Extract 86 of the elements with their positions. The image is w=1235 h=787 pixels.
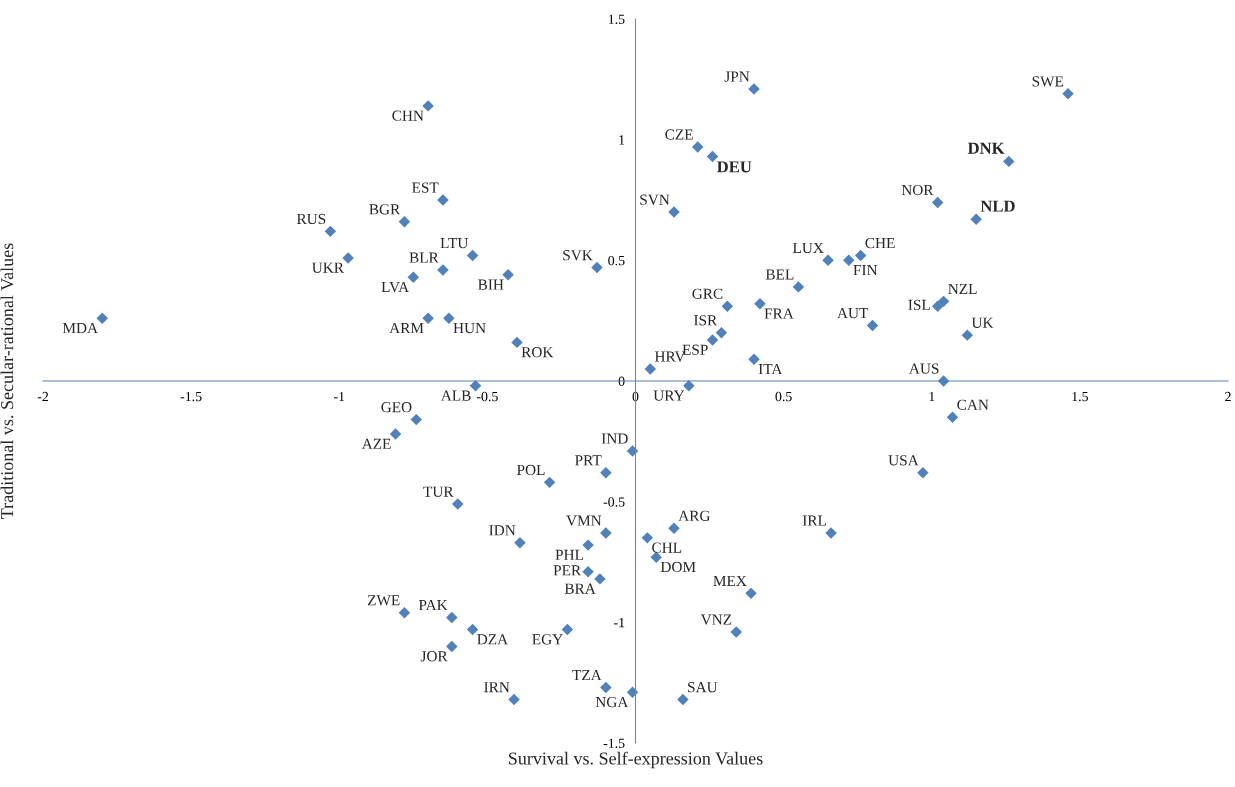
y-tick-label: -1 [614, 617, 625, 628]
data-label: IDN [489, 525, 516, 536]
data-label: JOR [420, 651, 448, 662]
data-label: EST [412, 182, 439, 193]
data-label: ZWE [367, 595, 400, 606]
data-label: NZL [948, 283, 977, 294]
data-label: NOR [901, 184, 934, 196]
x-axis-title: Survival vs. Self-expression Values [508, 751, 763, 769]
y-tick-label: 0 [618, 376, 625, 386]
data-label: DEU [716, 161, 752, 173]
x-tick-label: 2 [1225, 391, 1231, 402]
data-label: ITA [758, 363, 783, 375]
data-label: AUT [837, 307, 869, 319]
data-label: HUN [453, 323, 486, 334]
x-tick-label: -2 [37, 391, 49, 402]
data-label: PRT [575, 455, 602, 466]
data-label: MEX [713, 575, 747, 586]
data-label: BIH [478, 279, 504, 290]
data-label: CHL [652, 542, 682, 553]
x-tick-label: 1 [929, 391, 935, 402]
data-label: VNZ [700, 614, 732, 625]
data-label: SWE [1032, 76, 1064, 87]
x-tick-label: -0.5 [476, 391, 498, 402]
data-label: LUX [792, 242, 824, 254]
data-label: MDA [62, 322, 98, 334]
data-label: PER [553, 565, 582, 576]
data-label: USA [888, 455, 919, 466]
y-tick-label: 0.5 [608, 255, 625, 266]
data-label: CAN [957, 399, 989, 410]
data-label: TUR [423, 486, 454, 497]
x-tick-label: 0 [632, 391, 639, 402]
y-tick-label: 1.5 [608, 14, 625, 25]
data-label: ROK [521, 347, 554, 358]
data-label: IRL [802, 515, 826, 526]
data-label: CHN [392, 110, 424, 121]
data-label: AZE [361, 438, 391, 449]
x-tick-label: -1 [333, 391, 345, 402]
data-label: POL [517, 464, 545, 476]
data-label: FRA [764, 308, 794, 319]
data-label: BRA [564, 583, 596, 594]
point [706, 150, 719, 163]
data-label: BLR [409, 252, 439, 263]
data-label: EGY [532, 634, 563, 645]
data-label: CZE [665, 129, 693, 140]
data-label: ISR [694, 315, 718, 326]
data-label: ARG [678, 510, 710, 521]
x-tick-label: 1.5 [1072, 391, 1089, 402]
data-label: IRN [484, 682, 510, 693]
data-label: DOM [660, 561, 696, 573]
data-label: DZA [477, 634, 509, 645]
y-axis-title: Traditional vs. Secular-rational Values [0, 243, 14, 519]
data-label: ISL [908, 299, 930, 311]
data-label: UKR [312, 262, 344, 273]
y-tick-label: -1.5 [603, 738, 625, 749]
data-label: AUS [909, 363, 939, 374]
point [1003, 155, 1015, 168]
data-label: RUS [296, 213, 326, 225]
data-label: NLD [980, 200, 1015, 212]
data-label: DNK [967, 142, 1005, 154]
x-tick-label: -1.5 [180, 391, 202, 402]
data-label: TZA [572, 669, 602, 681]
data-label: FIN [853, 265, 878, 276]
data-label: NGA [595, 696, 629, 708]
data-label: ALB [440, 390, 471, 401]
data-label: JPN [724, 71, 750, 82]
data-label: CHE [865, 237, 895, 249]
data-label: SAU [688, 682, 718, 693]
data-label: LTU [440, 238, 469, 249]
y-tick-label: 1 [619, 135, 625, 145]
data-label: GRC [692, 288, 723, 299]
data-label: ARM [389, 322, 424, 334]
data-label: BGR [369, 204, 401, 215]
point [970, 213, 982, 226]
data-label: BEL [765, 269, 794, 280]
data-label: IND [601, 433, 628, 444]
data-label: SVN [640, 194, 670, 205]
data-label: LVA [381, 281, 410, 293]
data-label: GEO [381, 402, 412, 413]
data-label: UK [971, 317, 994, 328]
data-label: URY [653, 390, 685, 401]
x-tick-label: 0.5 [775, 391, 792, 402]
y-tick-label: -0.5 [603, 497, 625, 507]
data-label: PHL [555, 549, 584, 560]
data-label: VMN [566, 515, 602, 526]
data-label: PAK [418, 600, 448, 611]
data-label: SVK [563, 250, 593, 261]
